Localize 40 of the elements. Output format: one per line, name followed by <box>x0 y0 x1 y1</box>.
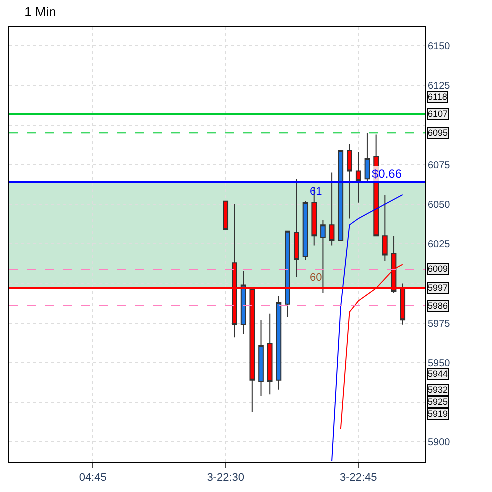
candlestick <box>276 296 282 390</box>
annotation: 6009 <box>428 264 448 274</box>
y-tick-label: 6050 <box>428 200 451 211</box>
candlestick <box>329 172 335 246</box>
annotation: 6095 <box>428 128 448 138</box>
annotation: 6107 <box>428 109 448 119</box>
annotation: 5944 <box>428 369 448 379</box>
annotation: 5997 <box>428 283 448 293</box>
candlestick <box>285 230 290 318</box>
candlestick <box>223 200 229 230</box>
line-series <box>332 194 404 462</box>
candlestick <box>267 313 273 396</box>
y-tick-label: 6150 <box>428 42 451 53</box>
candlestick <box>364 132 370 183</box>
y-tick-label: 5950 <box>428 358 451 370</box>
annotation: 60 <box>310 272 322 284</box>
band-label: $0.66 <box>372 167 402 181</box>
candlestick <box>347 144 352 220</box>
chart-title: 1 Min <box>24 4 56 20</box>
candlestick <box>240 270 246 335</box>
y-tick-label: 5975 <box>428 318 451 330</box>
x-tick-label: 04:45 <box>79 472 107 484</box>
candlestick <box>258 320 264 397</box>
y-tick-label: 6075 <box>428 160 451 172</box>
candlestick <box>294 178 300 278</box>
candlestick <box>338 150 344 242</box>
annotation: 5919 <box>428 409 448 419</box>
x-tick-label: 3-22:45 <box>340 472 378 484</box>
x-tick-label: 3-22:30 <box>207 472 245 484</box>
annotation: 6118 <box>428 92 448 102</box>
candlestick <box>356 152 362 204</box>
y-tick-label: 6025 <box>428 240 451 251</box>
candlestick <box>382 194 388 262</box>
annotation: 5925 <box>428 397 448 407</box>
candlestick <box>320 220 326 294</box>
annotation: 5932 <box>428 385 448 395</box>
annotation: 5986 <box>428 301 448 311</box>
y-tick-label: 5900 <box>428 438 451 449</box>
candlestick <box>302 200 308 260</box>
y-tick-label: 6125 <box>428 81 451 92</box>
